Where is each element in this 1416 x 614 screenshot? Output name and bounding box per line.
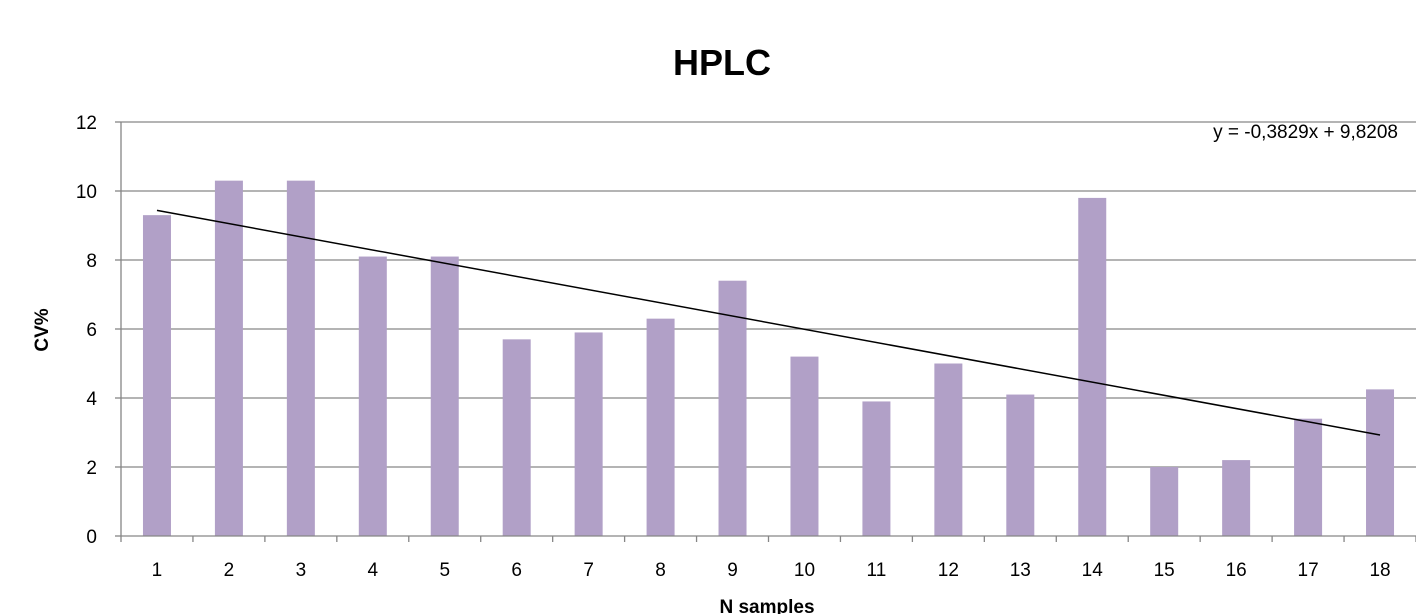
bar [1150,467,1179,536]
bar [502,339,531,536]
x-tick-label: 12 [938,560,959,581]
y-tick-label: 8 [86,251,97,272]
x-tick-label: 2 [224,560,235,581]
bar [358,256,387,536]
bar [862,401,891,536]
y-tick-labels: 0 2 4 6 8 10 12 [76,113,98,548]
y-tick-label: 6 [86,320,97,341]
x-tick-label: 10 [794,560,815,581]
axes [120,122,1416,542]
bar [646,318,675,536]
bars [142,180,1395,536]
bar [214,180,243,536]
bar [1222,460,1251,536]
x-tick-label: 14 [1082,560,1104,581]
x-tick-label: 3 [296,560,307,581]
trendline [156,209,1381,436]
x-tick-label: 17 [1298,560,1319,581]
y-tick-label: 4 [86,389,97,410]
x-tick-label: 8 [655,560,666,581]
bar [1006,394,1035,536]
x-tick-label: 13 [1010,560,1031,581]
x-tick-label: 9 [727,560,738,581]
y-tick-label: 2 [86,458,97,479]
bar [1078,197,1107,536]
y-tick-label: 0 [86,527,97,548]
bar [1294,418,1323,536]
x-tick-label: 5 [439,560,450,581]
x-tick-label: 7 [583,560,594,581]
trendline-equation: y = -0,3829x + 9,8208 [1213,122,1398,143]
x-tick-label: 16 [1226,560,1247,581]
x-tick-label: 1 [152,560,163,581]
x-tick-labels: 1 2 3 4 5 6 7 8 9 10 11 12 13 14 15 16 17 18 [152,560,1391,581]
bar [430,256,459,536]
x-tick-label: 11 [867,560,887,581]
trendline-path [156,209,1381,436]
bar [574,332,603,536]
bar [286,180,315,536]
bar [790,356,819,536]
x-tick-label: 6 [511,560,522,581]
x-axis-title: N samples [719,597,814,614]
chart-title: HPLC [673,42,771,83]
x-tick-label: 15 [1154,560,1175,581]
y-axis-title: CV% [32,308,53,351]
y-tick-label: 12 [76,113,97,134]
x-tick-label: 4 [368,560,379,581]
x-tick-label: 18 [1369,560,1390,581]
bar [142,215,171,536]
gridlines [115,121,1416,537]
bar [934,363,963,536]
bar [718,280,747,536]
bar [1366,389,1395,536]
y-tick-label: 10 [76,182,97,203]
